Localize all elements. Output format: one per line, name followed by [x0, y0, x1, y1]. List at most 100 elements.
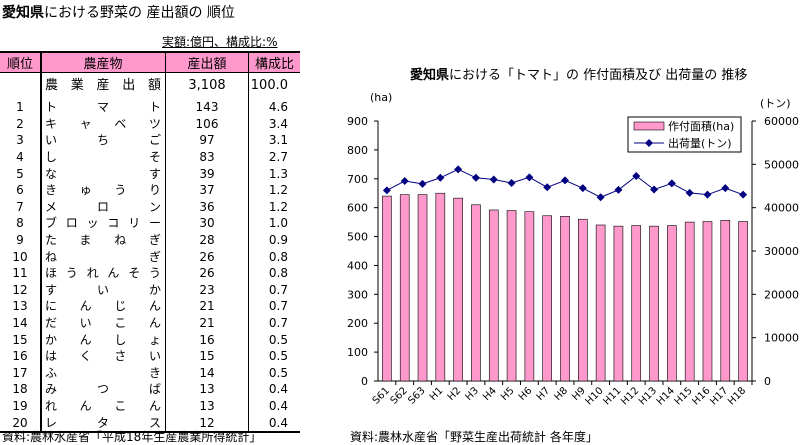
- table-row: 12 すいか 23 0.7: [0, 281, 300, 299]
- right-tick-label: 0: [764, 375, 771, 388]
- bar-H16: [702, 221, 713, 382]
- table-row: 5 なす 39 1.3: [0, 165, 300, 182]
- rank-cell: 10: [12, 249, 28, 264]
- bar-H3: [471, 204, 481, 382]
- value-cell: 28: [165, 231, 249, 249]
- bar-H11: [613, 225, 624, 382]
- right-tick-label: 30000: [764, 245, 799, 258]
- value-cell: 26: [165, 264, 249, 282]
- left-tick-label: 200: [347, 317, 368, 330]
- title-bold: 愛知県: [2, 5, 44, 21]
- right-tick-label: 20000: [764, 288, 799, 301]
- line-point-H8: [561, 176, 569, 185]
- table-row: 13 にんじん 21 0.7: [0, 298, 300, 315]
- bar-H18: [738, 221, 748, 382]
- x-tick-label: H18: [726, 385, 748, 407]
- value-cell: 143: [165, 99, 249, 116]
- ratio-cell: 3.1: [248, 132, 300, 149]
- rank-cell: 9: [16, 233, 24, 248]
- ratio-cell: 0.9: [248, 231, 300, 249]
- ratio-cell: 0.7: [248, 314, 300, 332]
- x-tick-label: H4: [481, 385, 499, 403]
- rank-cell: 16: [12, 349, 28, 364]
- chart-title-bold: 愛知県: [410, 68, 450, 83]
- rank-cell: 20: [0, 414, 41, 433]
- ratio-cell: 0.4: [248, 397, 300, 415]
- line-point-H5: [507, 178, 516, 187]
- header-rank: 順位: [0, 51, 41, 73]
- value-cell: 30: [165, 215, 249, 232]
- line-point-H10: [596, 193, 605, 202]
- rank-cell: 7: [16, 199, 24, 214]
- table-row: 4 しそ 83 2.7: [0, 148, 300, 166]
- ratio-cell: 0.7: [248, 281, 300, 299]
- crop-cell: れんこん: [40, 397, 166, 415]
- table-row: 7 メロン 36 1.2: [0, 198, 300, 216]
- x-tick-label: H5: [499, 385, 517, 403]
- value-cell: 21: [165, 314, 249, 332]
- line-point-H4: [489, 175, 498, 184]
- rank-cell: 17: [12, 365, 28, 380]
- ratio-cell: 0.8: [248, 248, 300, 265]
- right-tick-label: 50000: [764, 158, 799, 171]
- rank-cell: 12: [12, 282, 28, 297]
- table-row: 20 レタス 12 0.4: [0, 414, 300, 433]
- legend-marker: [645, 139, 653, 147]
- rank-cell: 5: [16, 166, 24, 181]
- x-tick-label: H2: [446, 385, 464, 403]
- ratio-cell: 0.8: [248, 264, 300, 282]
- x-tick-label: H3: [463, 385, 481, 403]
- table-row: 15 かんしょ 16 0.5: [0, 331, 300, 348]
- left-tick-label: 500: [347, 231, 368, 244]
- rank-cell: 13: [12, 299, 28, 314]
- title-rest: における野菜の 産出額の 順位: [44, 5, 235, 21]
- line-point-H16: [703, 190, 712, 199]
- value-cell: 83: [165, 148, 249, 166]
- legend-line-label: 出荷量(トン): [668, 136, 732, 150]
- x-tick-label: H12: [619, 385, 641, 407]
- legend-bar-swatch: [633, 121, 665, 131]
- unit-note: 実額:億円、構成比:%: [162, 35, 278, 49]
- bar-H12: [631, 225, 642, 382]
- crop-cell: きゅうり: [40, 181, 166, 199]
- line-point-S63: [418, 179, 427, 188]
- line-point-H7: [543, 183, 552, 192]
- ratio-cell: 0.4: [248, 414, 300, 433]
- header-value: 産出額: [165, 51, 249, 73]
- ratio-cell: 0.4: [248, 381, 300, 398]
- x-tick-label: H17: [708, 385, 730, 407]
- ratio-cell: 4.6: [248, 99, 300, 116]
- x-tick-label: H7: [535, 385, 553, 403]
- crop-cell: レタス: [40, 414, 166, 433]
- x-tick-label: H1: [428, 385, 446, 403]
- table-row: 8 ブロッコリー 30 1.0: [0, 215, 300, 232]
- value-cell: 97: [165, 132, 249, 149]
- ratio-cell: 1.2: [248, 198, 300, 216]
- bar-H13: [649, 225, 659, 382]
- x-tick-label: H13: [637, 385, 659, 407]
- crop-cell: みつば: [40, 381, 166, 398]
- rank-cell: 6: [16, 183, 24, 198]
- crop-cell: キャベツ: [40, 115, 166, 133]
- line-point-H1: [436, 173, 445, 182]
- table-row: 17 ふき 14 0.5: [0, 364, 300, 382]
- x-tick-label: H16: [691, 385, 713, 407]
- bar-H8: [560, 216, 570, 382]
- x-tick-label: H11: [601, 385, 623, 407]
- value-cell: 106: [165, 115, 249, 133]
- crop-cell: はくさい: [40, 347, 166, 365]
- line-point-H2: [454, 165, 463, 174]
- bar-H15: [684, 221, 695, 382]
- ranking-table: 順位 農産物 産出額 構成比 農業産出額 3,108 100.0 1 トマト 143…: [0, 51, 300, 433]
- bar-H5: [506, 210, 517, 382]
- line-point-H17: [721, 184, 730, 193]
- table-row: 9 たまねぎ 28 0.9: [0, 231, 300, 249]
- bar-S63: [417, 194, 428, 382]
- value-cell: 21: [165, 298, 249, 315]
- value-cell: 23: [165, 281, 249, 299]
- table-row: 14 だいこん 21 0.7: [0, 314, 300, 332]
- line-point-H18: [739, 190, 748, 199]
- chart-source: 資料:農林水産省「野菜生産出荷統計 各年度」: [350, 430, 598, 444]
- crop-cell: ねぎ: [40, 248, 166, 265]
- line-point-H3: [471, 173, 480, 182]
